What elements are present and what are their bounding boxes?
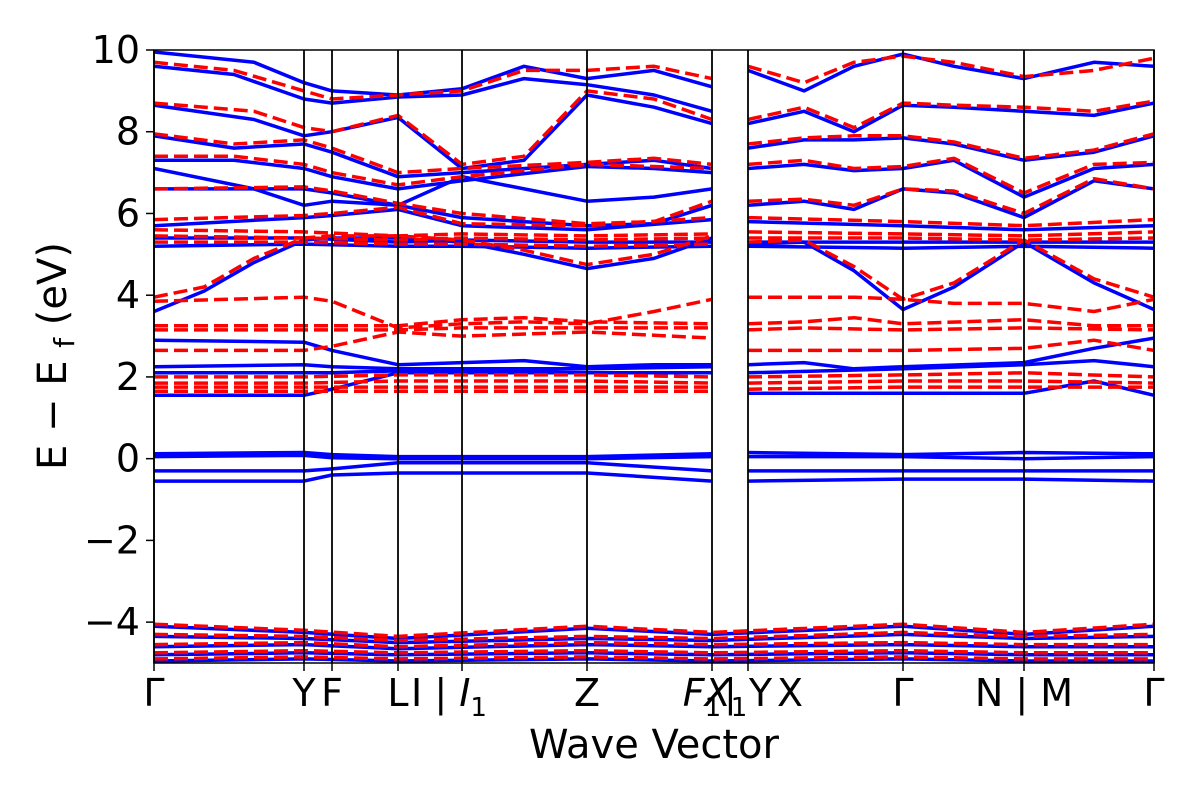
band-line	[154, 632, 1154, 645]
band-line	[747, 371, 1154, 379]
band-line	[154, 379, 713, 385]
band-line	[747, 99, 1154, 130]
y-axis-label-unit: (eV)	[30, 242, 76, 325]
band-line	[154, 471, 713, 483]
band-line	[154, 242, 713, 250]
band-line	[154, 373, 713, 379]
band-line	[747, 477, 1154, 483]
y-tick-label: −4	[84, 600, 140, 644]
x-tick-label: F	[321, 671, 343, 715]
band-line	[747, 101, 1154, 134]
band-line	[154, 640, 1154, 649]
band-line	[747, 238, 1154, 302]
band-line	[747, 315, 1154, 328]
band-line	[748, 236, 1154, 242]
y-tick-label: 2	[116, 355, 140, 399]
y-axis-label-subscript: f	[48, 337, 81, 348]
y-axis-ticks: −4 −2 0 2 4 6 8 10	[84, 28, 154, 644]
band-line	[747, 134, 1154, 163]
x-tick-label: Γ	[1143, 671, 1164, 715]
x-tick-label: Y	[291, 671, 316, 715]
band-line	[154, 295, 713, 330]
y-tick-label: 0	[116, 437, 140, 481]
y-axis-label: E − E f (eV)	[30, 242, 84, 470]
band-line	[154, 648, 1154, 655]
band-line	[747, 385, 1154, 391]
band-line	[747, 176, 1154, 216]
band-line	[154, 624, 1154, 641]
band-line	[154, 657, 1154, 663]
band-line	[154, 655, 1154, 661]
band-line	[747, 158, 1154, 199]
x-tick-label: Γ	[892, 671, 913, 715]
band-line	[747, 156, 1154, 195]
x-tick-label: X1	[703, 671, 748, 723]
band-line	[154, 234, 713, 299]
band-line	[748, 454, 1154, 461]
y-tick-label: 10	[92, 28, 140, 72]
band-line	[154, 50, 713, 97]
y-tick-label: 8	[116, 110, 140, 154]
band-line	[154, 642, 1154, 651]
plot-frame	[153, 49, 1155, 664]
band-line	[747, 219, 1154, 232]
x-tick-label: Γ	[143, 671, 164, 715]
y-tick-label: 4	[116, 273, 140, 317]
band-line	[747, 54, 1154, 85]
x-tick-label: L	[387, 671, 408, 715]
band-line	[154, 453, 713, 461]
band-line	[748, 295, 1154, 314]
band-line	[748, 338, 1154, 353]
band-line	[154, 64, 713, 113]
band-line	[154, 93, 713, 171]
x-tick-label: | Y	[724, 671, 773, 716]
band-line	[154, 228, 713, 238]
x-tick-label: F1	[683, 671, 721, 723]
band-line	[154, 461, 713, 473]
band-line	[747, 215, 1154, 228]
band-line	[154, 89, 713, 167]
band-line	[154, 630, 1154, 643]
y-tick-label: 6	[116, 191, 140, 235]
band-line	[747, 244, 1154, 250]
band-line	[747, 230, 1154, 238]
svg-text:E − E f (eV): E − E f (eV)	[30, 242, 84, 470]
band-line	[154, 60, 713, 101]
band-line	[154, 622, 1154, 639]
band-line	[747, 52, 1154, 93]
x-tick-label: I | I1	[411, 671, 487, 723]
band-line	[747, 379, 1154, 385]
x-tick-label: Z	[574, 671, 600, 715]
band-line	[747, 240, 1154, 312]
band-line	[747, 132, 1154, 161]
band-line	[154, 450, 713, 459]
x-tick-label: N | M	[975, 671, 1073, 716]
band-line	[154, 234, 713, 242]
y-tick-label: −2	[84, 518, 140, 562]
band-line	[747, 450, 1154, 457]
band-line	[154, 338, 712, 369]
x-axis-label: Wave Vector	[529, 722, 780, 768]
high-symmetry-lines	[153, 50, 1155, 663]
band-line	[154, 326, 712, 332]
band-line	[154, 651, 1154, 657]
band-line	[748, 379, 1154, 398]
band-line	[154, 240, 713, 248]
x-tick-label: X	[777, 671, 803, 715]
band-line	[747, 326, 1154, 332]
band-line	[747, 336, 1154, 371]
y-axis-label-main: E − E	[30, 360, 76, 470]
